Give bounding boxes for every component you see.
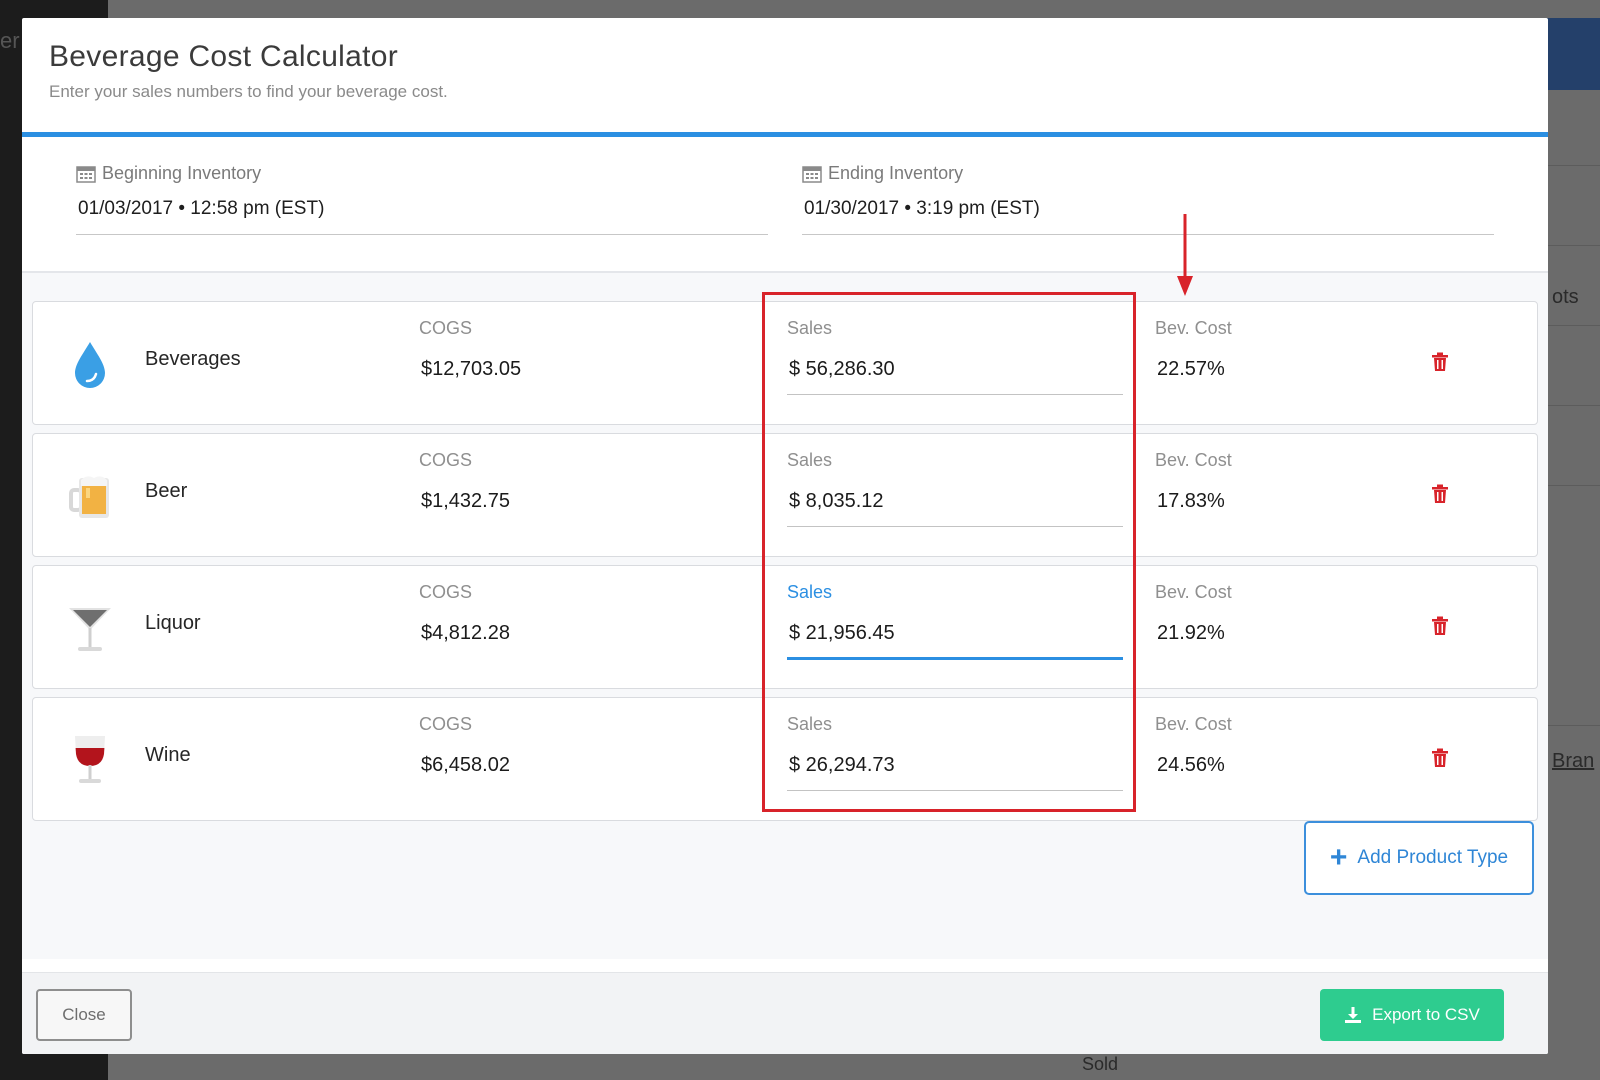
beginning-inventory-value[interactable]: 01/03/2017 • 12:58 pm (EST) bbox=[76, 198, 768, 235]
close-button[interactable]: Close bbox=[36, 989, 132, 1041]
trash-icon[interactable] bbox=[1431, 352, 1449, 372]
calendar-icon bbox=[802, 165, 822, 183]
modal-title: Beverage Cost Calculator bbox=[49, 40, 399, 73]
ending-inventory-label-row: Ending Inventory bbox=[802, 163, 1494, 184]
background-divider bbox=[1540, 165, 1600, 166]
trash-icon[interactable] bbox=[1431, 616, 1449, 636]
inventory-dates: Beginning Inventory 01/03/2017 • 12:58 p… bbox=[22, 137, 1548, 273]
sales-label: Sales bbox=[787, 318, 833, 338]
trash-icon[interactable] bbox=[1431, 748, 1449, 768]
product-name: Wine bbox=[145, 744, 191, 766]
calendar-icon bbox=[76, 165, 96, 183]
bev-cost-label: Bev. Cost bbox=[1155, 450, 1232, 470]
product-name: Beer bbox=[145, 480, 188, 502]
modal-footer: Close Export to CSV bbox=[22, 972, 1548, 1054]
background-divider bbox=[1540, 405, 1600, 406]
background-text: er bbox=[0, 28, 20, 53]
background-text: ots bbox=[1552, 286, 1579, 308]
bev-cost-label: Bev. Cost bbox=[1155, 582, 1232, 602]
beverage-cost-modal: Beverage Cost Calculator Enter your sale… bbox=[22, 18, 1548, 1054]
background-text: Bran bbox=[1552, 750, 1595, 772]
wine-glass-icon bbox=[67, 732, 113, 788]
bev-cost-value: 22.57% bbox=[1157, 358, 1225, 380]
cogs-value: $12,703.05 bbox=[421, 358, 522, 380]
export-csv-label: Export to CSV bbox=[1372, 1005, 1480, 1024]
sales-label: Sales bbox=[787, 582, 833, 602]
product-row-liquor: Liquor COGS $4,812.28 Sales $ 21,956.45 … bbox=[32, 565, 1538, 689]
bev-cost-label: Bev. Cost bbox=[1155, 318, 1232, 338]
bev-cost-value: 21.92% bbox=[1157, 622, 1225, 644]
background-divider bbox=[1540, 245, 1600, 246]
product-row-wine: Wine COGS $6,458.02 Sales $ 26,294.73 Be… bbox=[32, 697, 1538, 821]
sales-input-underline bbox=[787, 790, 1123, 791]
sales-label: Sales bbox=[787, 714, 833, 734]
cogs-value: $1,432.75 bbox=[421, 490, 510, 512]
add-product-type-label: Add Product Type bbox=[1357, 847, 1509, 868]
sales-input-underline-focused bbox=[787, 657, 1123, 660]
bev-cost-value: 17.83% bbox=[1157, 490, 1225, 512]
product-rows: Beverages COGS $12,703.05 Sales $ 56,286… bbox=[32, 301, 1538, 829]
beginning-inventory-field[interactable]: Beginning Inventory 01/03/2017 • 12:58 p… bbox=[76, 163, 768, 235]
bev-cost-label: Bev. Cost bbox=[1155, 714, 1232, 734]
sales-input[interactable]: $ 26,294.73 bbox=[789, 754, 895, 776]
sales-input[interactable]: $ 21,956.45 bbox=[789, 622, 895, 644]
sales-input[interactable]: $ 8,035.12 bbox=[789, 490, 884, 512]
download-icon bbox=[1345, 1007, 1362, 1023]
background-divider bbox=[1540, 485, 1600, 486]
sales-label: Sales bbox=[787, 450, 833, 470]
martini-glass-icon bbox=[67, 600, 113, 656]
ending-inventory-label: Ending Inventory bbox=[828, 163, 964, 183]
cogs-label: COGS bbox=[419, 450, 473, 470]
beginning-inventory-label: Beginning Inventory bbox=[102, 163, 262, 183]
background-text: Sold bbox=[1082, 1054, 1119, 1074]
export-csv-button[interactable]: Export to CSV bbox=[1320, 989, 1504, 1041]
product-list-area: Beverages COGS $12,703.05 Sales $ 56,286… bbox=[22, 273, 1548, 959]
background-header-button bbox=[1540, 18, 1600, 90]
ending-inventory-field[interactable]: Ending Inventory 01/30/2017 • 3:19 pm (E… bbox=[802, 163, 1494, 235]
accent-bar bbox=[22, 132, 1548, 137]
product-row-beer: Beer COGS $1,432.75 Sales $ 8,035.12 Bev… bbox=[32, 433, 1538, 557]
cogs-value: $4,812.28 bbox=[421, 622, 510, 644]
add-product-type-button[interactable]: + Add Product Type bbox=[1304, 821, 1534, 895]
ending-inventory-value[interactable]: 01/30/2017 • 3:19 pm (EST) bbox=[802, 198, 1494, 235]
product-row-beverages: Beverages COGS $12,703.05 Sales $ 56,286… bbox=[32, 301, 1538, 425]
beginning-inventory-label-row: Beginning Inventory bbox=[76, 163, 768, 184]
beer-mug-icon bbox=[67, 468, 113, 524]
cogs-label: COGS bbox=[419, 318, 473, 338]
cogs-value: $6,458.02 bbox=[421, 754, 510, 776]
background-divider bbox=[1540, 325, 1600, 326]
modal-header: Beverage Cost Calculator Enter your sale… bbox=[22, 18, 1548, 132]
trash-icon[interactable] bbox=[1431, 484, 1449, 504]
sales-input-underline bbox=[787, 526, 1123, 527]
product-name: Liquor bbox=[145, 612, 201, 634]
background-divider bbox=[1540, 725, 1600, 726]
product-name: Beverages bbox=[145, 348, 241, 370]
modal-subtitle: Enter your sales numbers to find your be… bbox=[49, 82, 448, 101]
bev-cost-value: 24.56% bbox=[1157, 754, 1225, 776]
sales-input-underline bbox=[787, 394, 1123, 395]
water-drop-icon bbox=[67, 336, 113, 392]
plus-icon: + bbox=[1329, 841, 1348, 874]
cogs-label: COGS bbox=[419, 714, 473, 734]
cogs-label: COGS bbox=[419, 582, 473, 602]
sales-input[interactable]: $ 56,286.30 bbox=[789, 358, 895, 380]
